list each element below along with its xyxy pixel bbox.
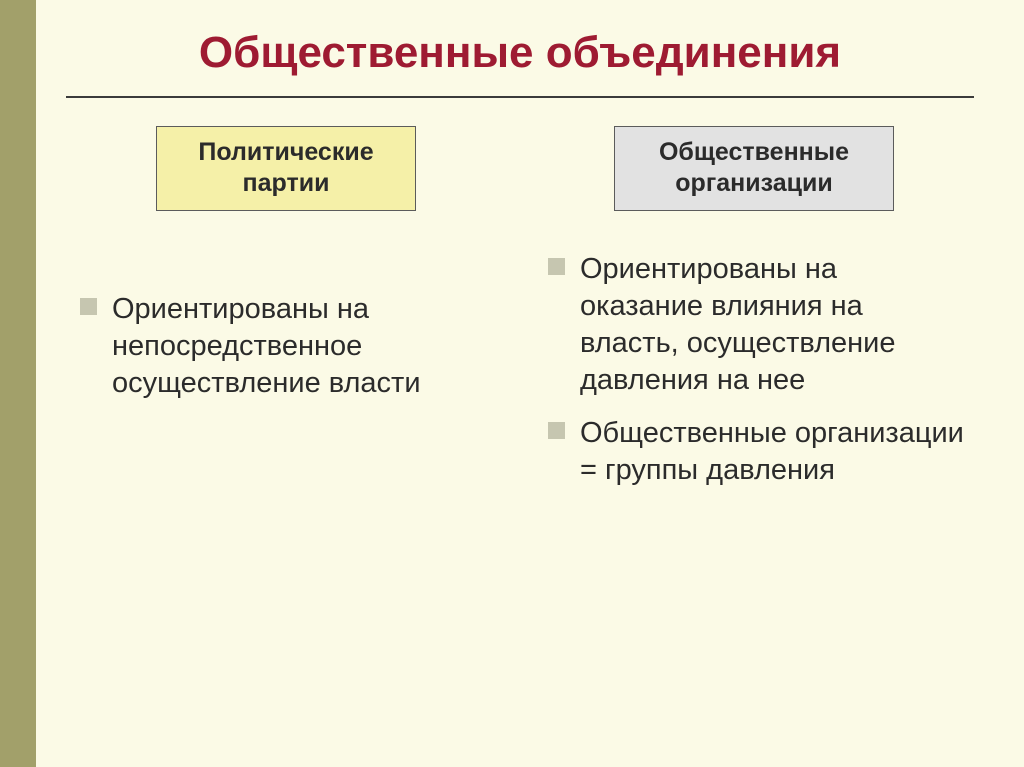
square-bullet-icon xyxy=(80,298,97,315)
bullet-text: Ориентированы на непосредственное осущес… xyxy=(112,293,421,399)
column-right: Общественные организации Ориентированы н… xyxy=(544,126,964,505)
columns-container: Политические партии Ориентированы на неп… xyxy=(66,126,974,505)
heading-public-organizations: Общественные организации xyxy=(614,126,894,211)
list-item: Ориентированы на оказание влияния на вла… xyxy=(544,251,964,399)
bullet-text: Общественные организации = группы давлен… xyxy=(580,417,964,486)
title-area: Общественные объединения xyxy=(66,28,974,98)
bullet-list-right: Ориентированы на оказание влияния на вла… xyxy=(544,251,964,490)
list-item: Общественные организации = группы давлен… xyxy=(544,415,964,489)
column-left: Политические партии Ориентированы на неп… xyxy=(76,126,496,505)
square-bullet-icon xyxy=(548,258,565,275)
heading-political-parties: Политические партии xyxy=(156,126,416,211)
list-item: Ориентированы на непосредственное осущес… xyxy=(76,291,496,402)
bullet-list-left: Ориентированы на непосредственное осущес… xyxy=(76,291,496,402)
slide-title: Общественные объединения xyxy=(66,28,974,78)
square-bullet-icon xyxy=(548,422,565,439)
title-underline xyxy=(66,96,974,98)
left-accent-bar xyxy=(0,0,36,767)
slide-content: Общественные объединения Политические па… xyxy=(36,0,1024,767)
slide: Общественные объединения Политические па… xyxy=(0,0,1024,767)
bullet-text: Ориентированы на оказание влияния на вла… xyxy=(580,253,896,396)
